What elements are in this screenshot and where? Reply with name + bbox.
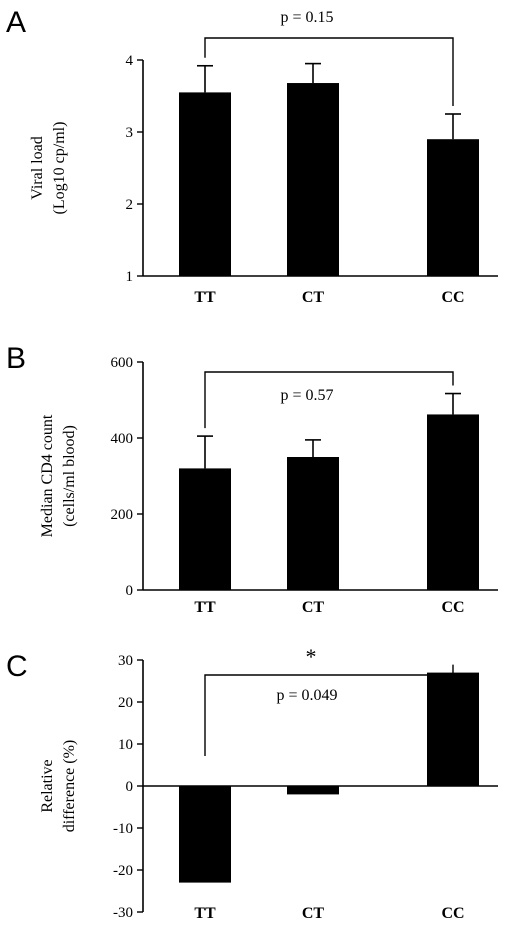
bar-tt (179, 786, 231, 883)
significance-bracket (204, 664, 454, 756)
x-tick-label: CC (441, 905, 464, 922)
y-tick-label: 30 (118, 653, 133, 669)
bar-ct (287, 83, 339, 276)
y-tick-label: -30 (113, 905, 133, 921)
y-axis-label: (cells/ml blood) (61, 425, 78, 527)
p-value-label: p = 0.049 (276, 687, 337, 704)
y-tick-label: -20 (113, 863, 133, 879)
x-tick-label: CT (302, 599, 325, 616)
significance-star: * (306, 644, 317, 669)
y-tick-label: 2 (126, 197, 134, 213)
chart-panel-a: A 1 2 3 4 TT CT CC Viral load (Log10 cp/ml) p = 0.… (6, 6, 498, 306)
y-axis-label: Median CD4 count (39, 414, 56, 537)
bar-cc (427, 414, 479, 590)
chart-panel-b: B 0 200 400 600 TT CT CC Median CD4 count (cells/… (6, 342, 498, 616)
bar-cc (427, 672, 479, 786)
y-tick-label: 0 (126, 779, 134, 795)
y-tick-label: 200 (111, 507, 134, 523)
bar-cc (427, 139, 479, 276)
panel-letter: A (6, 6, 26, 39)
significance-bracket (204, 371, 454, 429)
chart-panel-c: C -30 -20 -10 0 10 20 30 TT CT CC Relative differenc… (6, 644, 498, 922)
y-tick-label: 20 (118, 695, 133, 711)
y-tick-label: 3 (126, 125, 134, 141)
x-tick-label: TT (194, 289, 216, 306)
y-axis-label: (Log10 cp/ml) (51, 122, 68, 215)
bar-tt (179, 468, 231, 590)
x-tick-label: CC (441, 599, 464, 616)
y-tick-label: 600 (111, 355, 134, 371)
y-tick-label: 400 (111, 431, 134, 447)
y-tick-label: 10 (118, 737, 133, 753)
significance-bracket (204, 37, 454, 106)
x-tick-label: CC (441, 289, 464, 306)
bar-tt (179, 92, 231, 277)
y-tick-label: 1 (126, 269, 134, 285)
bar-ct (287, 786, 339, 795)
x-tick-label: TT (194, 599, 216, 616)
x-tick-label: CT (302, 905, 325, 922)
x-tick-label: TT (194, 905, 216, 922)
p-value-label: p = 0.15 (280, 9, 333, 26)
y-axis-label: Relative (39, 759, 56, 812)
panel-letter: C (6, 650, 28, 683)
y-tick-label: -10 (113, 821, 133, 837)
panel-letter: B (6, 342, 26, 375)
p-value-label: p = 0.57 (280, 387, 333, 404)
x-tick-label: CT (302, 289, 325, 306)
y-axis-label: difference (%) (61, 740, 78, 833)
y-tick-label: 0 (126, 583, 134, 599)
y-axis-label: Viral load (29, 136, 46, 199)
bar-ct (287, 457, 339, 590)
y-tick-label: 4 (126, 53, 134, 69)
